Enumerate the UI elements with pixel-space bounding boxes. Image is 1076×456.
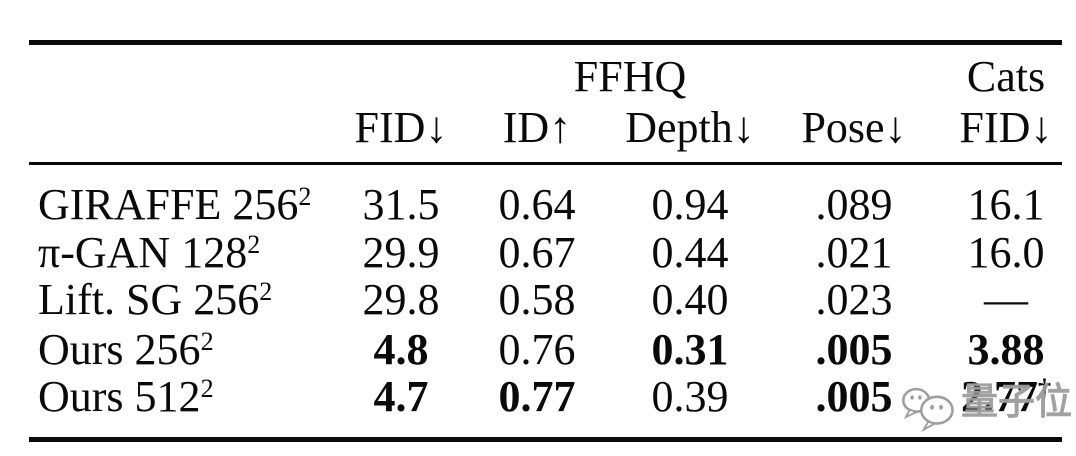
method-label: Lift. SG 256 — [38, 275, 260, 324]
col-header-depth: Depth↓ — [625, 103, 755, 152]
group-header-cats: Cats — [966, 52, 1046, 101]
table-bottom-rule — [29, 437, 1062, 442]
table-row: Ours 2562 4.8 0.76 0.31 .005 3.88 — [0, 326, 1076, 374]
metric-cell-id: 0.77 — [498, 372, 576, 421]
col-header-cats-fid: FID↓ — [959, 103, 1053, 152]
col-header-fid: FID↓ — [354, 103, 448, 152]
metric-cell-depth: 0.44 — [651, 228, 729, 277]
metric-cell-depth: 0.40 — [651, 275, 729, 324]
metric-cell-pose: .089 — [815, 180, 893, 229]
metric-cell-fid: 4.7 — [373, 372, 429, 421]
metric-cell-fid: 4.8 — [373, 325, 429, 374]
method-label: GIRAFFE 256 — [38, 180, 299, 229]
metric-cell-depth: 0.94 — [651, 180, 729, 229]
method-cell: GIRAFFE 2562 — [38, 181, 311, 229]
metric-cell-cats-fid: 16.1 — [967, 180, 1045, 229]
method-label: Ours 256 — [38, 325, 201, 374]
method-cell: π-GAN 1282 — [38, 229, 260, 277]
metric-cell-id: 0.58 — [498, 275, 576, 324]
dagger-superscript: † — [1038, 374, 1051, 403]
metric-cell-cats-fid: — — [984, 275, 1028, 324]
method-superscript: 2 — [200, 327, 214, 356]
metric-cell-pose: .005 — [815, 372, 893, 421]
table-row: π-GAN 1282 29.9 0.67 0.44 .021 16.0 — [0, 229, 1076, 277]
method-cell: Lift. SG 2562 — [38, 276, 272, 324]
table-header-rule — [29, 162, 1062, 165]
group-header-row: FFHQ Cats — [0, 53, 1076, 101]
metric-cell-fid: 31.5 — [362, 180, 440, 229]
method-cell: Ours 5122 — [38, 373, 214, 421]
metric-cell-pose: .023 — [815, 275, 893, 324]
method-label: Ours 512 — [38, 372, 201, 421]
table-row: Ours 5122 4.7 0.77 0.39 .005 2.77† — [0, 373, 1076, 421]
method-label: π-GAN 128 — [38, 228, 248, 277]
column-header-row: FID↓ ID↑ Depth↓ Pose↓ FID↓ — [0, 104, 1076, 152]
table-top-rule — [29, 40, 1062, 45]
metric-cell-cats-fid: 3.88 — [967, 325, 1045, 374]
group-header-ffhq: FFHQ — [573, 52, 687, 101]
metric-cell-fid: 29.9 — [362, 228, 440, 277]
col-header-id: ID↑ — [502, 103, 572, 152]
col-header-pose: Pose↓ — [801, 103, 907, 152]
metric-value: 2.77 — [961, 372, 1038, 421]
table-row: GIRAFFE 2562 31.5 0.64 0.94 .089 16.1 — [0, 181, 1076, 229]
metric-cell-pose: .005 — [815, 325, 893, 374]
metric-cell-depth: 0.31 — [651, 325, 729, 374]
method-cell: Ours 2562 — [38, 326, 214, 374]
method-superscript: 2 — [200, 374, 214, 403]
metric-cell-cats-fid: 2.77† — [961, 373, 1051, 421]
metric-cell-cats-fid: 16.0 — [967, 228, 1045, 277]
method-superscript: 2 — [298, 182, 312, 211]
table-row: Lift. SG 2562 29.8 0.58 0.40 .023 — — [0, 276, 1076, 324]
metric-cell-id: 0.76 — [498, 325, 576, 374]
metric-cell-depth: 0.39 — [651, 372, 729, 421]
method-superscript: 2 — [247, 230, 261, 259]
metric-cell-id: 0.64 — [498, 180, 576, 229]
metric-cell-fid: 29.8 — [362, 275, 440, 324]
metric-cell-id: 0.67 — [498, 228, 576, 277]
method-superscript: 2 — [259, 277, 273, 306]
metric-cell-pose: .021 — [815, 228, 893, 277]
